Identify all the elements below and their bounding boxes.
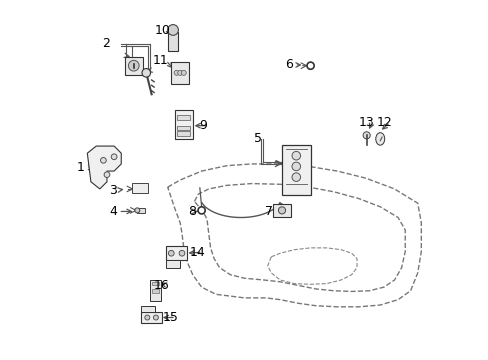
Text: 10: 10 [155,24,171,37]
Text: 6: 6 [285,58,292,72]
Circle shape [153,315,158,320]
Circle shape [128,60,139,71]
Bar [171,62,189,84]
Bar [165,260,180,267]
Circle shape [181,70,186,75]
Bar [137,208,145,212]
Circle shape [306,62,313,69]
Circle shape [291,173,300,181]
Bar [167,32,178,51]
Circle shape [144,315,149,320]
Bar [175,111,192,139]
Text: 2: 2 [102,37,110,50]
Text: 11: 11 [152,54,168,67]
Bar [149,280,160,301]
Circle shape [168,250,174,256]
Circle shape [291,152,300,160]
Bar [272,204,290,217]
Bar [151,289,159,293]
Circle shape [142,68,150,77]
Circle shape [363,132,369,139]
Text: 9: 9 [199,119,207,132]
Text: 8: 8 [187,205,195,218]
Text: 16: 16 [153,279,169,292]
Text: 15: 15 [163,311,178,324]
Text: 3: 3 [109,184,117,197]
Ellipse shape [375,133,384,145]
Bar [177,126,190,130]
Bar [132,183,148,193]
Bar [165,246,187,260]
Circle shape [167,24,178,35]
Text: 7: 7 [264,205,272,218]
Circle shape [179,250,184,256]
Bar [177,115,190,120]
Bar [177,131,190,136]
Text: 14: 14 [189,246,205,258]
PathPatch shape [87,146,121,189]
Circle shape [101,157,106,163]
Bar [151,282,159,285]
Text: 1: 1 [77,161,84,174]
Text: 4: 4 [109,205,117,218]
Circle shape [177,70,183,75]
Text: 12: 12 [376,116,392,129]
Text: 5: 5 [254,132,262,145]
Circle shape [104,172,110,177]
Bar [141,312,162,323]
Circle shape [198,207,205,214]
Text: 13: 13 [358,116,374,129]
Bar [282,145,310,195]
Circle shape [111,154,117,159]
Circle shape [291,162,300,171]
Bar [124,57,142,75]
Circle shape [135,208,140,213]
Circle shape [174,70,179,75]
Bar [141,306,155,312]
Circle shape [278,207,285,214]
